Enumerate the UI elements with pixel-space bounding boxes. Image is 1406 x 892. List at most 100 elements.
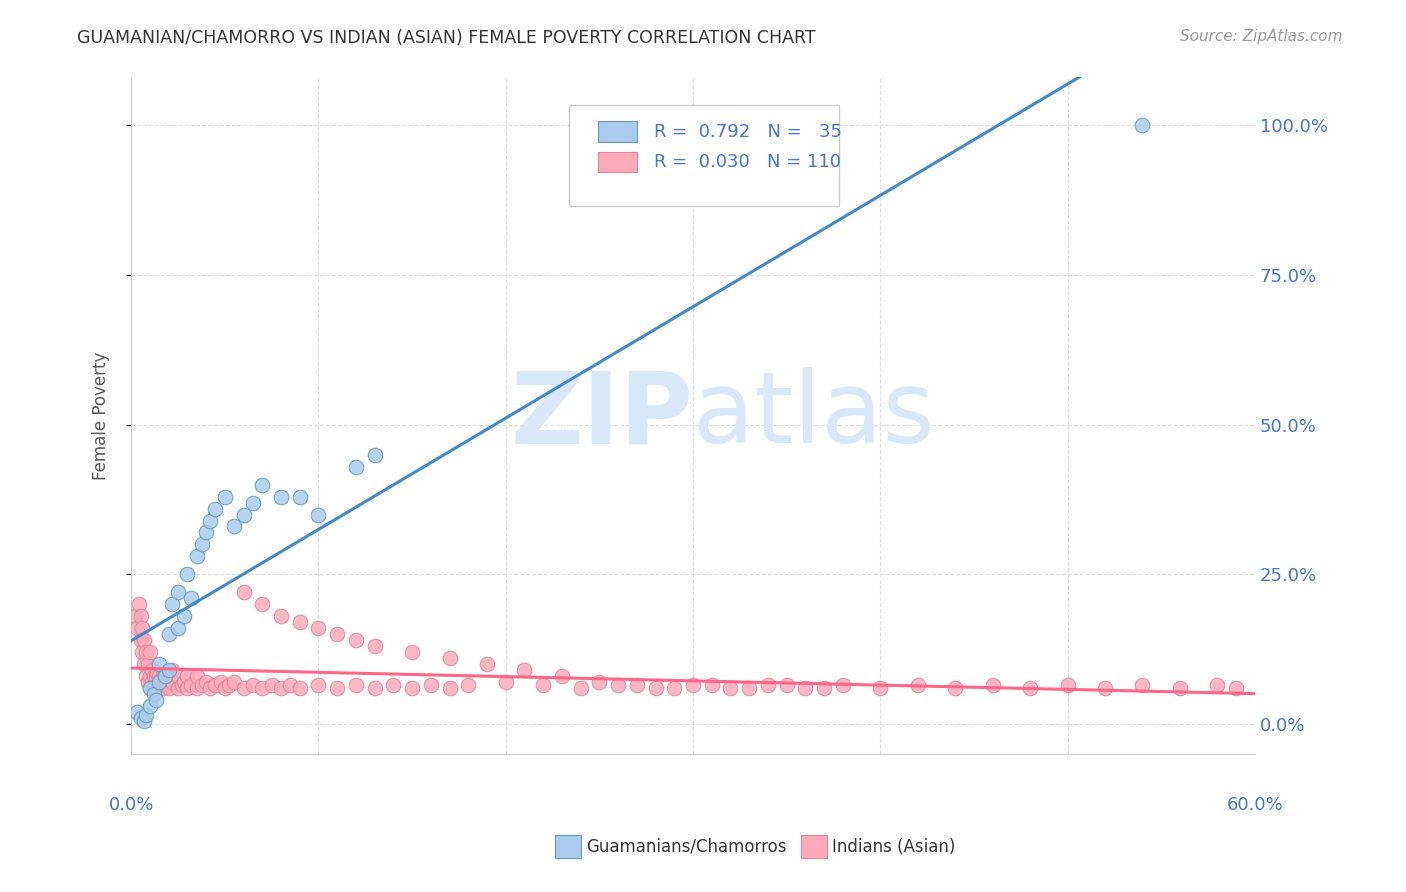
Point (401, 681, 423, 695)
Point (831, 678, 853, 692)
Point (307, 678, 329, 692)
Point (180, 591, 202, 606)
Point (252, 597, 274, 611)
Point (1132, 119, 1154, 133)
Point (218, 678, 240, 692)
Point (363, 448, 385, 462)
Point (242, 678, 264, 692)
Point (148, 669, 170, 683)
Point (136, 657, 159, 672)
Point (148, 681, 170, 695)
Point (125, 705, 148, 719)
Point (156, 678, 179, 692)
Point (135, 708, 157, 723)
Point (1206, 678, 1229, 692)
Point (307, 508, 329, 522)
Point (157, 627, 180, 641)
Point (214, 681, 236, 695)
Point (167, 621, 190, 635)
Point (157, 681, 180, 695)
Point (142, 681, 165, 695)
Point (134, 714, 156, 728)
Y-axis label: Female Poverty: Female Poverty (93, 351, 110, 480)
Point (162, 597, 184, 611)
Point (180, 678, 202, 692)
Point (1225, 681, 1247, 695)
Point (252, 477, 274, 491)
Point (139, 645, 162, 659)
Point (344, 678, 367, 692)
Point (214, 490, 236, 504)
Point (167, 681, 190, 695)
Point (1056, 678, 1078, 692)
Point (344, 633, 367, 648)
Point (439, 651, 461, 665)
Point (145, 693, 167, 707)
Point (145, 669, 167, 683)
Point (588, 675, 610, 690)
Point (191, 678, 214, 692)
Point (176, 567, 198, 582)
Point (195, 675, 218, 690)
Text: 0.0%: 0.0% (108, 796, 153, 814)
Point (176, 669, 198, 683)
Point (148, 675, 170, 690)
Point (626, 678, 648, 692)
Point (135, 669, 157, 683)
Point (176, 681, 198, 695)
Point (146, 678, 169, 692)
Point (173, 609, 195, 624)
Point (157, 663, 180, 677)
Point (195, 525, 218, 540)
Point (150, 678, 173, 692)
Point (720, 681, 742, 695)
Point (141, 663, 163, 677)
Point (142, 687, 165, 701)
Point (129, 609, 152, 624)
Point (139, 681, 162, 695)
Point (943, 681, 966, 695)
Bar (598, 152, 637, 172)
Point (167, 585, 190, 599)
Point (153, 669, 176, 683)
Point (270, 609, 292, 624)
Point (682, 678, 704, 692)
Point (569, 681, 592, 695)
Point (198, 681, 221, 695)
Point (700, 678, 723, 692)
Point (270, 681, 292, 695)
Point (756, 678, 779, 692)
Point (134, 633, 156, 648)
Point (131, 645, 153, 659)
Point (232, 508, 254, 522)
Point (142, 669, 165, 683)
FancyBboxPatch shape (569, 104, 839, 206)
Point (139, 699, 162, 714)
Point (186, 549, 208, 564)
Point (146, 666, 169, 681)
Point (419, 678, 441, 692)
Point (1094, 681, 1116, 695)
Point (270, 490, 292, 504)
Point (128, 597, 150, 611)
Point (776, 678, 799, 692)
Point (153, 675, 176, 690)
Point (162, 663, 184, 677)
Point (513, 663, 536, 677)
Point (738, 681, 761, 695)
Text: ZIP: ZIP (510, 368, 693, 464)
Point (644, 681, 666, 695)
Text: 60.0%: 60.0% (1226, 796, 1284, 814)
Point (167, 669, 190, 683)
Point (141, 675, 163, 690)
Point (326, 627, 349, 641)
Point (288, 490, 311, 504)
Point (157, 669, 180, 683)
Point (153, 669, 176, 683)
Point (150, 672, 173, 686)
Point (813, 681, 835, 695)
Bar (598, 121, 637, 142)
Text: Indians (Asian): Indians (Asian) (832, 838, 956, 855)
Point (1168, 681, 1191, 695)
Point (401, 645, 423, 659)
